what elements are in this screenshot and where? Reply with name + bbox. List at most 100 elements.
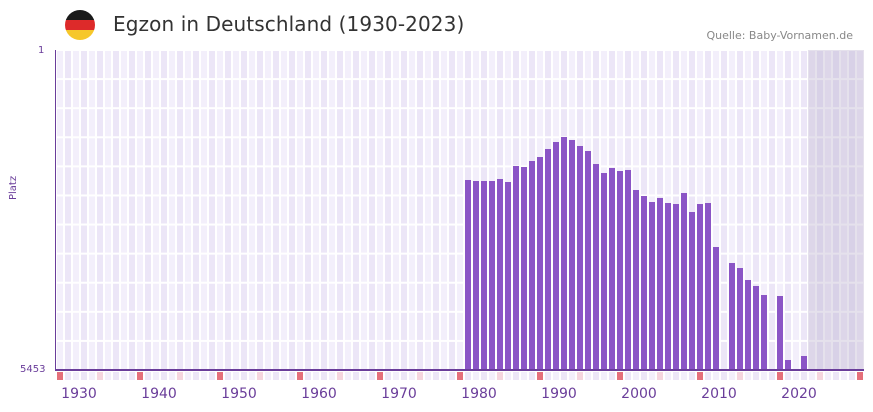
bar-1981[interactable] [473,180,479,370]
bar-1993[interactable] [569,139,575,370]
y-tick-top: 1 [38,45,45,56]
bar-2022[interactable] [801,356,807,370]
bar-2010[interactable] [705,202,711,370]
flag-stripe-gold [65,30,95,40]
bar-2017[interactable] [761,294,767,370]
bar-1988[interactable] [529,160,535,370]
bar-1983[interactable] [489,180,495,370]
year-marker [745,372,751,380]
year-marker [833,372,839,380]
bar-2005[interactable] [665,202,671,370]
bar-2013[interactable] [729,262,735,370]
bar-1994[interactable] [577,145,583,370]
year-marker [169,372,175,380]
bar-2004[interactable] [657,197,663,370]
bar-1986[interactable] [513,165,519,370]
year-marker [233,372,239,380]
germany-flag-icon [65,10,95,40]
year-marker [57,372,63,380]
year-marker [185,372,191,380]
year-marker [481,372,487,380]
year-marker [113,372,119,380]
year-marker [305,372,311,380]
year-marker [425,372,431,380]
year-marker [769,372,775,380]
year-marker [321,372,327,380]
year-marker [457,372,463,380]
x-tick-2020: 2020 [781,386,817,402]
bar-1987[interactable] [521,166,527,370]
bar-1984[interactable] [497,178,503,370]
year-marker [593,372,599,380]
y-axis-line [55,50,56,371]
bar-1980[interactable] [465,179,471,370]
year-marker [777,372,783,380]
year-marker [241,372,247,380]
x-tick-2000: 2000 [621,386,657,402]
year-marker [337,372,343,380]
bar-2016[interactable] [753,285,759,370]
bar-1996[interactable] [593,163,599,370]
year-marker [177,372,183,380]
bar-1999[interactable] [617,170,623,370]
year-marker [529,372,535,380]
bar-2014[interactable] [737,267,743,370]
year-marker [553,372,559,380]
bar-1989[interactable] [537,156,543,370]
bar-1985[interactable] [505,181,511,370]
bar-2008[interactable] [689,211,695,370]
year-marker [633,372,639,380]
year-marker [361,372,367,380]
year-marker [65,372,71,380]
x-tick-1970: 1970 [381,386,417,402]
year-marker [441,372,447,380]
year-marker [497,372,503,380]
bar-2002[interactable] [641,195,647,370]
bar-2000[interactable] [625,169,631,370]
year-marker [153,372,159,380]
year-marker [737,372,743,380]
bar-1991[interactable] [553,141,559,370]
year-marker [409,372,415,380]
year-marker [705,372,711,380]
bar-1990[interactable] [545,148,551,370]
plot-area [56,50,864,370]
source-link[interactable]: Quelle: Baby-Vornamen.de [706,29,853,42]
year-marker [257,372,263,380]
year-marker [417,372,423,380]
bar-1995[interactable] [585,150,591,370]
year-marker [465,372,471,380]
bar-2009[interactable] [697,203,703,370]
bar-2019[interactable] [777,295,783,370]
year-marker [665,372,671,380]
bar-2006[interactable] [673,203,679,370]
year-marker [681,372,687,380]
bar-2001[interactable] [633,189,639,370]
year-marker [689,372,695,380]
year-marker [729,372,735,380]
bar-1997[interactable] [601,172,607,370]
year-marker [609,372,615,380]
bar-2015[interactable] [745,279,751,370]
bar-1982[interactable] [481,180,487,370]
year-marker [857,372,863,380]
bar-2020[interactable] [785,360,791,370]
year-marker [785,372,791,380]
bar-2003[interactable] [649,201,655,370]
year-marker [289,372,295,380]
year-marker [649,372,655,380]
bar-2011[interactable] [713,246,719,370]
year-marker [89,372,95,380]
bar-2007[interactable] [681,192,687,370]
year-marker [841,372,847,380]
y-axis-title: Platz [8,175,19,200]
year-marker [817,372,823,380]
year-marker [225,372,231,380]
bar-1998[interactable] [609,167,615,370]
x-tick-1960: 1960 [301,386,337,402]
bar-1992[interactable] [561,136,567,370]
x-tick-1950: 1950 [221,386,257,402]
x-axis-line [55,369,864,371]
x-tick-2010: 2010 [701,386,737,402]
year-marker [265,372,271,380]
